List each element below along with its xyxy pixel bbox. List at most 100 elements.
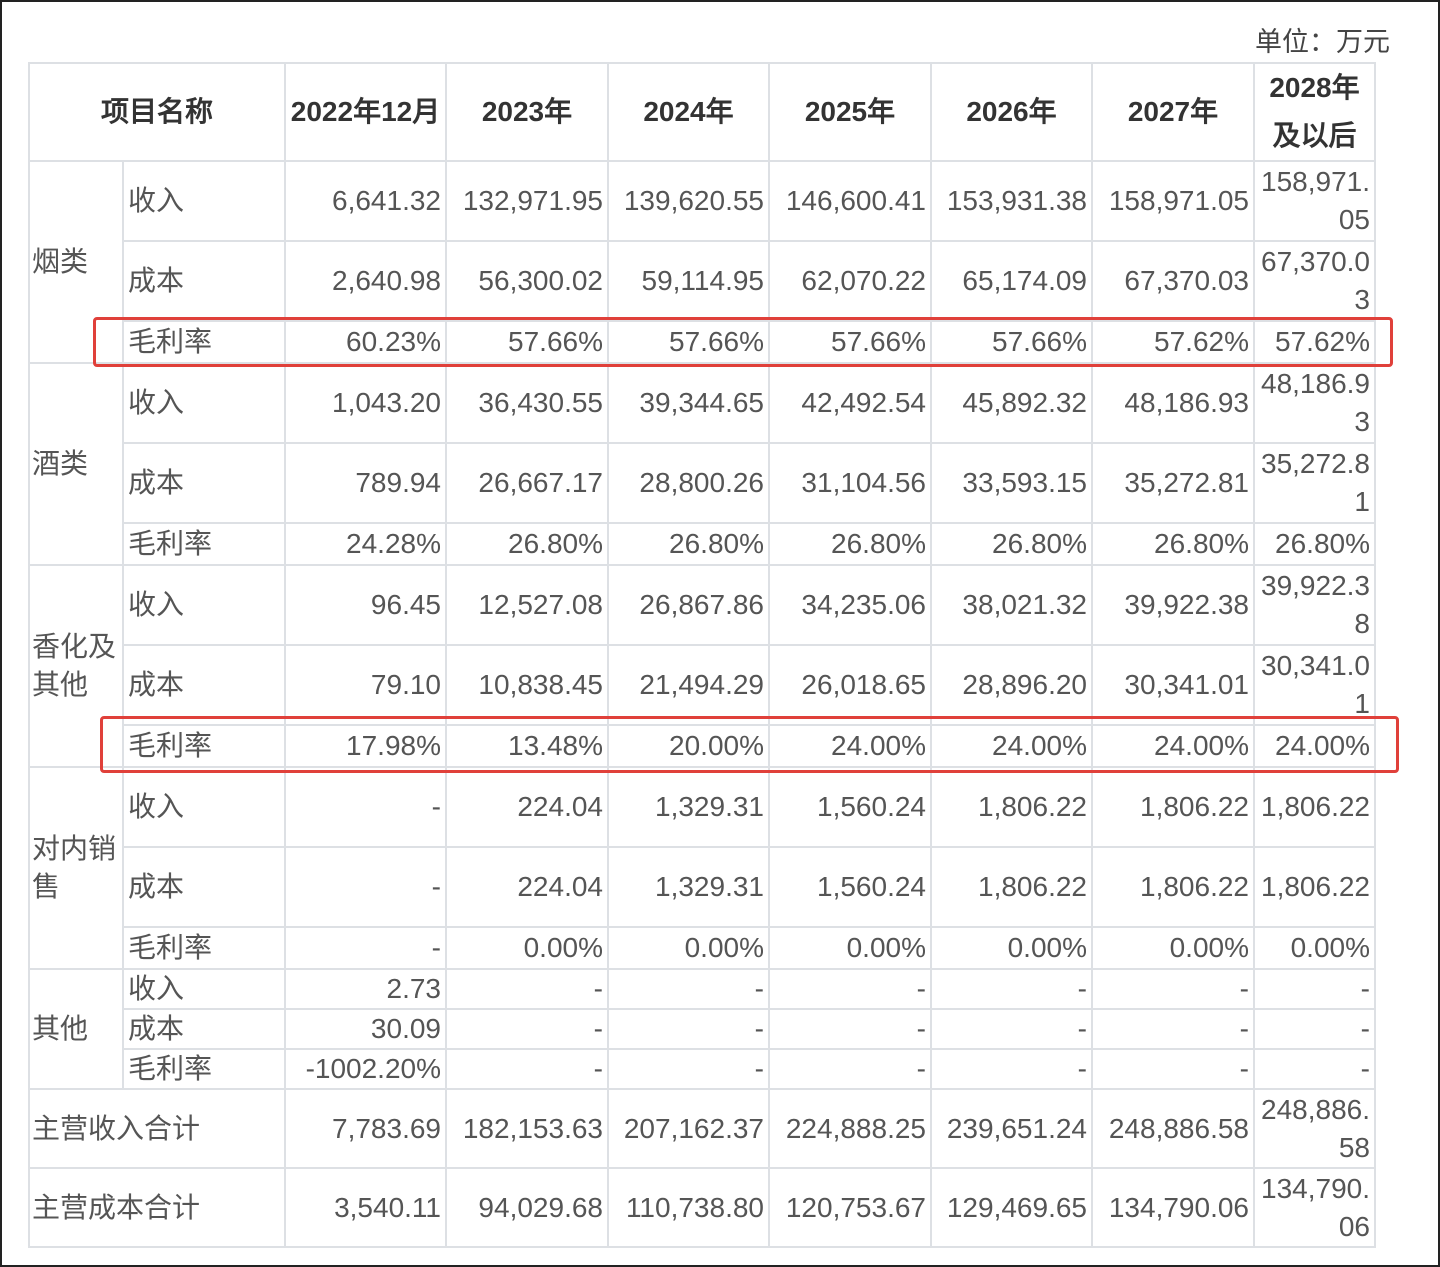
- cell-value: 224.04: [445, 846, 609, 928]
- cell-value: -: [607, 968, 770, 1010]
- cell-value: 26,018.65: [768, 644, 932, 726]
- cell-value: 134,790.06: [1253, 1167, 1376, 1248]
- cell-value: 67,370.03: [1253, 240, 1376, 322]
- cell-value: 24.00%: [768, 724, 932, 768]
- cell-value: 42,492.54: [768, 362, 932, 444]
- cell-value: -: [284, 766, 447, 848]
- cell-value: 39,922.38: [1253, 564, 1376, 646]
- header-year: 2024年: [607, 62, 770, 162]
- cell-value: -: [607, 1008, 770, 1050]
- cell-value: 6,641.32: [284, 160, 447, 242]
- cell-value: 21,494.29: [607, 644, 770, 726]
- cell-value: 1,806.22: [930, 846, 1093, 928]
- cell-value: 12,527.08: [445, 564, 609, 646]
- cell-value: 0.00%: [1253, 926, 1376, 970]
- cell-value: 24.00%: [930, 724, 1093, 768]
- cell-value: 57.66%: [445, 320, 609, 364]
- cell-value: 35,272.81: [1091, 442, 1255, 524]
- cell-value: -: [284, 846, 447, 928]
- group-label: 其他: [28, 968, 124, 1090]
- cell-value: 26.80%: [607, 522, 770, 566]
- cell-value: 1,806.22: [930, 766, 1093, 848]
- cell-value: 24.00%: [1091, 724, 1255, 768]
- cell-value: 1,329.31: [607, 766, 770, 848]
- table-row: 毛利率 24.28% 26.80% 26.80% 26.80% 26.80% 26.80% 2…: [29, 522, 1376, 566]
- row-label: 毛利率: [122, 522, 286, 566]
- cell-value: 789.94: [284, 442, 447, 524]
- table-row: 毛利率 60.23% 57.66% 57.66% 57.66% 57.66% 57.62% 5…: [29, 320, 1376, 364]
- cell-value: 39,344.65: [607, 362, 770, 444]
- table-row: 成本 79.10 10,838.45 21,494.29 26,018.65 28,896…: [29, 644, 1376, 726]
- cell-value: -: [930, 968, 1093, 1010]
- cell-value: 7,783.69: [284, 1088, 447, 1169]
- table-row: 香化及其他 收入 96.45 12,527.08 26,867.86 34,235.06 3…: [28, 564, 1376, 768]
- row-label: 成本: [122, 1008, 286, 1050]
- cell-value: 36,430.55: [445, 362, 609, 444]
- row-label: 毛利率: [122, 320, 286, 364]
- cell-value: -: [930, 1008, 1093, 1050]
- cell-value: -: [1253, 1048, 1376, 1090]
- cell-value: 0.00%: [445, 926, 609, 970]
- cell-value: 79.10: [284, 644, 447, 726]
- header-year: 2028年及以后: [1253, 62, 1376, 162]
- cell-value: 3,540.11: [284, 1167, 447, 1248]
- header-year: 2022年12月: [284, 62, 447, 162]
- header-year: 2025年: [768, 62, 932, 162]
- cell-value: 24.28%: [284, 522, 447, 566]
- cell-value: 2.73: [284, 968, 447, 1010]
- cell-value: 10,838.45: [445, 644, 609, 726]
- group-label: 烟类: [28, 160, 124, 364]
- cell-value: 129,469.65: [930, 1167, 1093, 1248]
- cell-value: 57.62%: [1091, 320, 1255, 364]
- total-label: 主营成本合计: [28, 1167, 286, 1248]
- cell-value: 96.45: [284, 564, 447, 646]
- row-label: 毛利率: [122, 1048, 286, 1090]
- table-row: 毛利率 17.98% 13.48% 20.00% 24.00% 24.00% 24.00% 2…: [29, 724, 1376, 768]
- cell-value: 28,896.20: [930, 644, 1093, 726]
- cell-value: 158,971.05: [1091, 160, 1255, 242]
- cell-value: 34,235.06: [768, 564, 932, 646]
- cell-value: 146,600.41: [768, 160, 932, 242]
- cell-value: 158,971.05: [1253, 160, 1376, 242]
- cell-value: 0.00%: [607, 926, 770, 970]
- row-label: 收入: [122, 564, 286, 646]
- cell-value: 0.00%: [930, 926, 1093, 970]
- cell-value: 30,341.01: [1253, 644, 1376, 726]
- cell-value: 62,070.22: [768, 240, 932, 322]
- total-row: 主营收入合计 7,783.69 182,153.63 207,162.37 224,88…: [28, 1088, 1376, 1169]
- cell-value: 0.00%: [1091, 926, 1255, 970]
- row-label: 收入: [122, 766, 286, 848]
- cell-value: 60.23%: [284, 320, 447, 364]
- group-label: 酒类: [28, 362, 124, 566]
- cell-value: -: [768, 1048, 932, 1090]
- unit-label: 单位：万元: [1255, 27, 1390, 57]
- group-label: 香化及其他: [28, 564, 124, 768]
- table-row: 酒类 收入 1,043.20 36,430.55 39,344.65 42,492.54 4…: [28, 362, 1376, 566]
- cell-value: 56,300.02: [445, 240, 609, 322]
- cell-value: -: [768, 1008, 932, 1050]
- row-label: 收入: [122, 362, 286, 444]
- revenue-cost-table: 项目名称 2022年12月 2023年 2024年 2025年 2026年 2027年 202…: [28, 62, 1376, 1248]
- cell-value: 1,806.22: [1253, 846, 1376, 928]
- cell-value: 1,806.22: [1253, 766, 1376, 848]
- table-row: 成本 789.94 26,667.17 28,800.26 31,104.56 33,59…: [29, 442, 1376, 524]
- cell-value: -: [445, 968, 609, 1010]
- row-label: 毛利率: [122, 926, 286, 970]
- cell-value: 59,114.95: [607, 240, 770, 322]
- cell-value: 13.48%: [445, 724, 609, 768]
- cell-value: 139,620.55: [607, 160, 770, 242]
- cell-value: -: [284, 926, 447, 970]
- cell-value: 26.80%: [445, 522, 609, 566]
- cell-value: 248,886.58: [1253, 1088, 1376, 1169]
- cell-value: 1,043.20: [284, 362, 447, 444]
- cell-value: -: [768, 968, 932, 1010]
- cell-value: 26.80%: [768, 522, 932, 566]
- cell-value: 26.80%: [1253, 522, 1376, 566]
- cell-value: 182,153.63: [445, 1088, 609, 1169]
- cell-value: 1,806.22: [1091, 766, 1255, 848]
- row-label: 成本: [122, 644, 286, 726]
- row-label: 成本: [122, 442, 286, 524]
- cell-value: 94,029.68: [445, 1167, 609, 1248]
- cell-value: 1,560.24: [768, 846, 932, 928]
- cell-value: 239,651.24: [930, 1088, 1093, 1169]
